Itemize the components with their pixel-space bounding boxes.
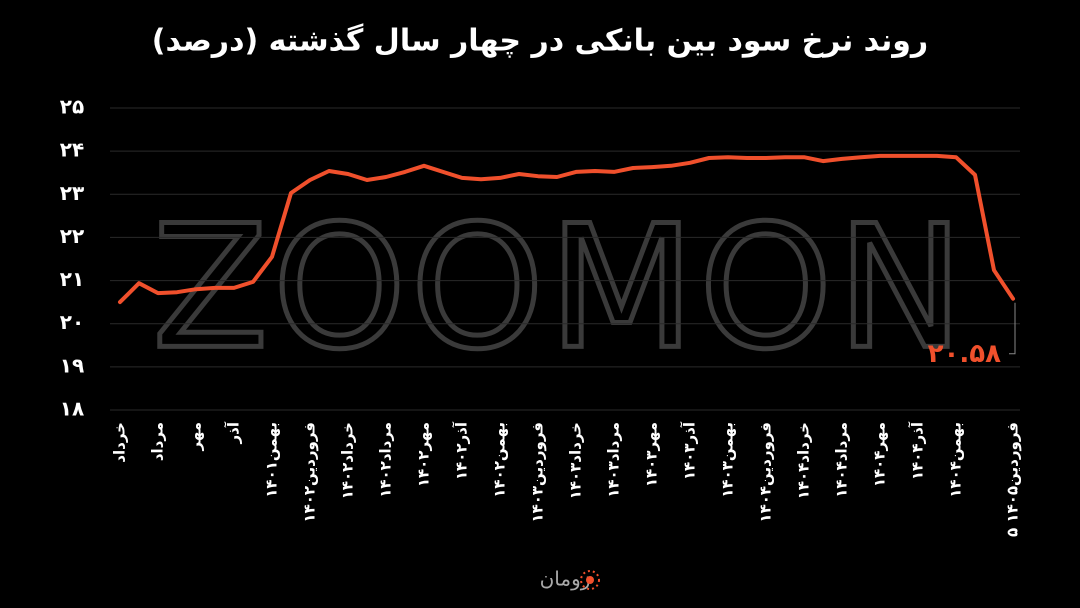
label-leader <box>1009 302 1016 355</box>
x-tick-label: آذر۱۴۰۳ <box>681 421 699 480</box>
logo-icon-ring <box>580 570 600 590</box>
watermark: ZOOMON <box>152 189 968 387</box>
x-tick-label: بهمن۱۴۰۴ <box>947 422 965 498</box>
x-tick-label: خرداد۱۴۰۴ <box>795 422 813 499</box>
y-tick-label: ۲۵ <box>60 95 84 119</box>
x-tick-label: بهمن۱۴۰۳ <box>719 422 737 498</box>
y-tick-label: ۱۸ <box>60 397 84 421</box>
y-tick-label: ۲۲ <box>60 224 84 248</box>
x-tick-label: مهر۱۴۰۳ <box>643 422 661 487</box>
x-tick-label: بهمن۱۴۰۱ <box>263 422 281 498</box>
value-label: ۲۰.۵۸ <box>928 339 1001 369</box>
y-tick-label: ۲۴ <box>60 138 84 162</box>
y-tick-label: ۱۹ <box>60 353 84 377</box>
x-tick-label: خرداد۱۴۰۲ <box>339 422 357 499</box>
x-tick-label: مرداد۱۴۰۲ <box>377 422 395 498</box>
logo: زومان <box>540 567 600 591</box>
y-tick-label: ۲۰ <box>60 310 84 334</box>
x-tick-label: خرداد <box>111 422 129 463</box>
chart-title: روند نرخ سود بین بانکی در چهار سال گذشته… <box>152 23 928 59</box>
data-line <box>118 153 1015 305</box>
x-tick-label: آذر <box>225 421 243 444</box>
x-tick-label: خرداد۱۴۰۳ <box>567 422 585 499</box>
x-tick-label: ۵ فروردین۱۴۰۵ <box>1004 422 1022 537</box>
x-tick-label: مرداد۱۴۰۴ <box>833 422 851 498</box>
logo-text: زومان <box>540 567 591 591</box>
x-tick-label: آذر۱۴۰۴ <box>909 421 927 480</box>
x-tick-label: آذر۱۴۰۲ <box>453 421 471 480</box>
x-tick-label: مهر۱۴۰۴ <box>871 422 889 487</box>
logo-icon <box>586 576 594 584</box>
x-tick-label: مرداد۱۴۰۳ <box>605 422 623 498</box>
x-tick-label: بهمن۱۴۰۲ <box>491 422 509 498</box>
y-tick-label: ۲۱ <box>60 267 84 291</box>
y-tick-label: ۲۳ <box>60 181 84 205</box>
x-tick-label: فروردین۱۴۰۳ <box>529 422 547 523</box>
x-tick-label: فروردین۱۴۰۴ <box>757 422 775 523</box>
x-tick-label: مهر <box>187 422 205 452</box>
x-tick-label: مهر۱۴۰۲ <box>415 422 433 487</box>
x-tick-label: فروردین۱۴۰۲ <box>301 422 319 523</box>
x-tick-label: مرداد <box>149 422 167 461</box>
